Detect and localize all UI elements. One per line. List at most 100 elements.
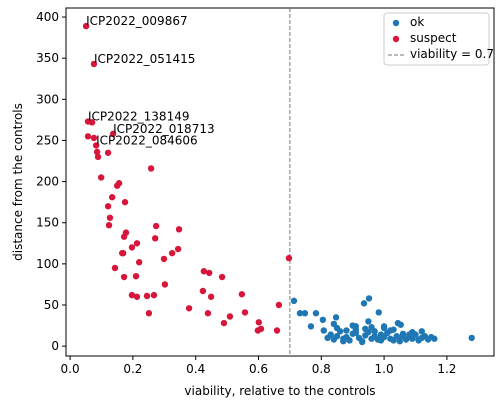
point (343, 327, 350, 334)
y-tick-label: 250 (36, 133, 59, 147)
point (418, 328, 425, 335)
point (218, 273, 226, 281)
annotation: ICP2022_051415 (94, 52, 196, 66)
x-tick-label: 0.8 (312, 362, 331, 376)
point (238, 291, 246, 298)
legend-marker (392, 35, 400, 43)
legend-box (383, 12, 490, 66)
point (365, 295, 373, 302)
point (93, 148, 101, 156)
point (147, 165, 155, 172)
point (333, 333, 341, 340)
point (375, 309, 382, 316)
point (365, 318, 372, 325)
point (143, 292, 151, 300)
point (346, 337, 353, 344)
annotation: ICP2022_009867 (86, 14, 188, 28)
point (133, 293, 141, 300)
point (220, 319, 228, 327)
point (207, 293, 215, 300)
point (92, 142, 100, 149)
point (352, 329, 360, 337)
point (226, 313, 234, 320)
point (396, 337, 403, 345)
point (368, 324, 375, 331)
point (387, 327, 394, 334)
point (111, 264, 119, 272)
point (285, 254, 293, 262)
annotation: ICP2022_018713 (113, 122, 215, 136)
point (332, 314, 340, 321)
point (327, 331, 334, 338)
y-tick-label: 150 (36, 216, 59, 230)
point (312, 310, 320, 317)
point (431, 335, 438, 342)
point (105, 221, 113, 229)
point (200, 268, 208, 275)
point (150, 291, 158, 299)
point (109, 130, 117, 138)
y-tick-label: 50 (44, 298, 59, 312)
y-tick-label: 400 (36, 10, 59, 24)
point (132, 272, 140, 280)
point (330, 320, 338, 328)
x-axis-label: viability, relative to the controls (184, 384, 375, 398)
point (205, 269, 213, 277)
x-tick-label: 1.0 (375, 362, 394, 376)
point (362, 325, 369, 333)
x-tick-label: 0.2 (123, 362, 142, 376)
point (145, 310, 153, 317)
y-tick-label: 100 (36, 257, 59, 271)
point (174, 245, 182, 253)
point (104, 203, 112, 210)
y-axis-label: distance from the controls (11, 103, 25, 261)
point (204, 310, 212, 317)
point (120, 233, 128, 240)
point (113, 182, 121, 189)
point (319, 316, 327, 324)
point (254, 327, 262, 334)
point (290, 297, 298, 305)
point (82, 22, 90, 30)
legend-label: viability = 0.7 (410, 47, 494, 61)
point (406, 331, 413, 338)
legend-label: suspect (410, 31, 457, 45)
point (135, 259, 143, 266)
point (90, 60, 98, 68)
point (175, 226, 183, 233)
point (90, 134, 98, 142)
point (106, 214, 114, 221)
annotation: ICP2022_138149 (88, 110, 190, 124)
point (360, 300, 368, 307)
point (255, 319, 263, 326)
point (241, 309, 249, 316)
point (94, 153, 102, 161)
y-tick-label: 200 (36, 175, 59, 189)
point (160, 255, 168, 263)
point (340, 337, 347, 345)
point (296, 310, 304, 317)
point (84, 133, 92, 140)
point (358, 338, 366, 346)
point (185, 305, 193, 312)
y-tick-label: 350 (36, 51, 59, 65)
point (397, 321, 404, 328)
point (468, 334, 475, 342)
point (168, 249, 176, 257)
point (275, 301, 283, 309)
point (307, 323, 315, 330)
x-tick-label: 1.2 (437, 362, 456, 376)
point (301, 310, 309, 317)
point (320, 327, 328, 334)
point (108, 194, 116, 201)
annotation: ICP2022_084606 (96, 133, 198, 147)
point (273, 327, 281, 334)
point (377, 337, 385, 344)
point (120, 273, 128, 281)
point (88, 119, 96, 126)
point (119, 249, 126, 257)
point (199, 287, 207, 295)
x-tick-label: 0.6 (249, 362, 268, 376)
point (152, 222, 160, 230)
